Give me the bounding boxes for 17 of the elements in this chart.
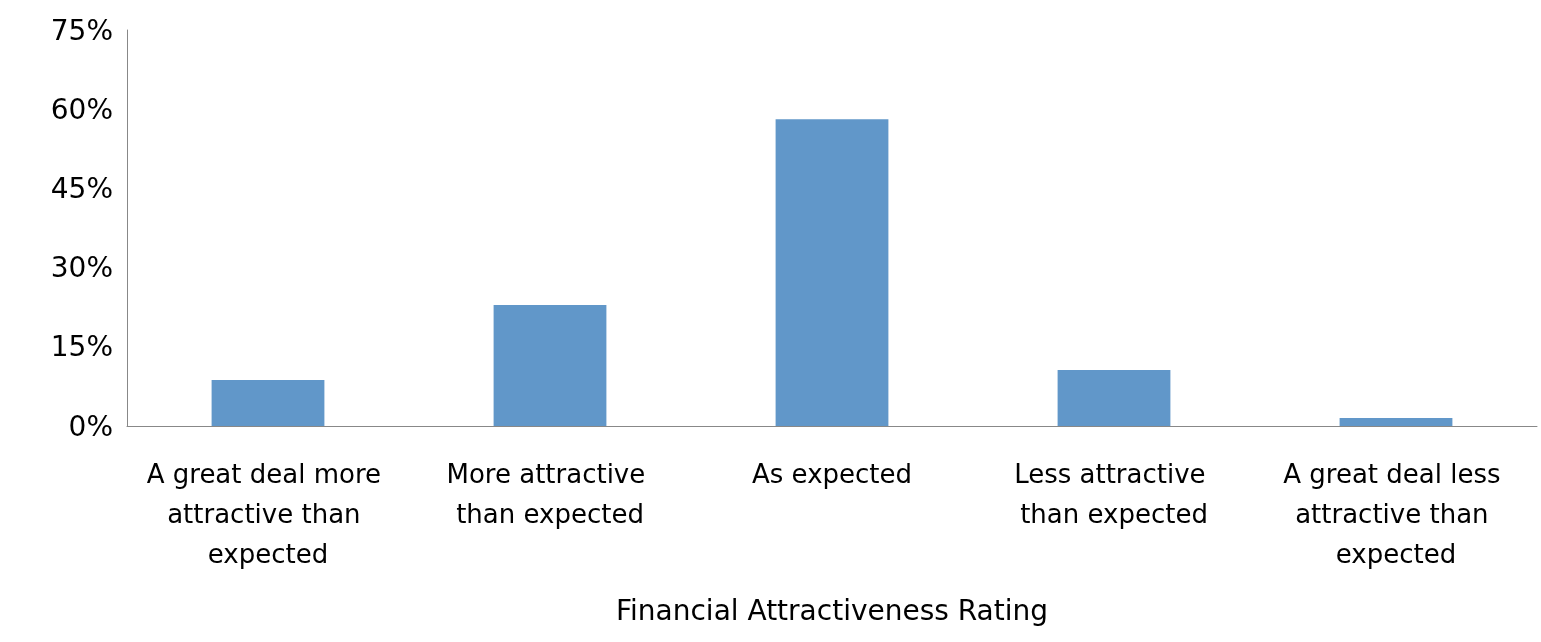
bar xyxy=(211,380,325,426)
x-tick-label: Less attractive than expected xyxy=(1014,459,1214,529)
y-tick-label: 30% xyxy=(50,251,113,285)
x-tick-label: More attractive than expected xyxy=(446,459,654,529)
bar xyxy=(493,305,607,426)
x-tick-label: A great deal more attractive than expected xyxy=(146,459,390,569)
y-tick-label: 60% xyxy=(50,92,113,126)
x-tick-label: As expected xyxy=(751,459,913,489)
bar xyxy=(1339,418,1453,426)
y-tick-label: 0% xyxy=(68,409,113,443)
bar xyxy=(1057,370,1171,426)
y-tick-label: 45% xyxy=(50,171,113,205)
x-tick-label: A great deal less attractive than expected xyxy=(1283,459,1509,569)
y-tick-label: 75% xyxy=(50,13,113,47)
bar xyxy=(775,119,889,426)
y-tick-label: 15% xyxy=(50,330,113,364)
x-axis-title: Financial Attractiveness Rating xyxy=(615,593,1049,627)
